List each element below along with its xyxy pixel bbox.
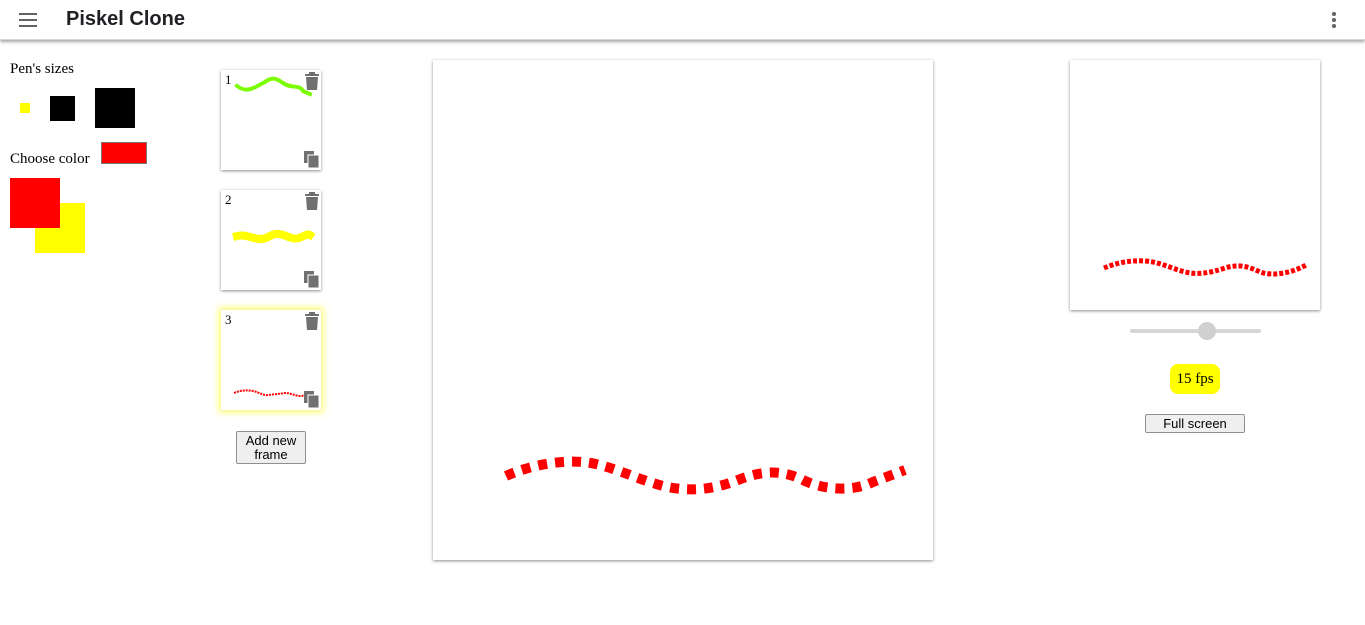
frame-2-drawing [232, 229, 316, 244]
hamburger-menu-icon[interactable] [19, 12, 37, 28]
trash-icon[interactable] [304, 192, 320, 210]
trash-icon[interactable] [304, 72, 320, 90]
frame-thumbnail-3[interactable]: 3 [221, 310, 321, 410]
frame-1-drawing [234, 76, 313, 97]
pen-size-medium[interactable] [50, 96, 75, 121]
frame-number: 2 [225, 192, 232, 207]
frame-number: 3 [225, 312, 232, 327]
animation-preview [1070, 60, 1320, 310]
copy-icon[interactable] [304, 391, 320, 408]
fps-slider-track[interactable] [1130, 329, 1261, 333]
trash-icon[interactable] [304, 312, 320, 330]
color-picker-input[interactable] [101, 142, 147, 164]
app-title: Piskel Clone [66, 8, 185, 30]
copy-icon[interactable] [304, 271, 320, 288]
copy-icon[interactable] [304, 151, 320, 168]
primary-color-swatch[interactable] [10, 178, 60, 228]
pen-size-small[interactable] [20, 103, 30, 113]
preview-drawing [1103, 258, 1308, 277]
canvas-drawing [503, 456, 907, 495]
choose-color-label: Choose color [10, 151, 90, 167]
drawing-canvas[interactable] [433, 60, 933, 560]
frame-3-drawing [233, 389, 308, 398]
app-toolbar: Piskel Clone [0, 0, 1365, 40]
pen-size-large[interactable] [95, 88, 135, 128]
add-new-frame-button[interactable]: Add new frame [236, 431, 306, 464]
frame-number: 1 [225, 72, 232, 87]
fps-badge: 15 fps [1170, 364, 1220, 394]
pen-sizes-label: Pen's sizes [10, 61, 74, 77]
fps-slider-thumb[interactable] [1198, 322, 1216, 340]
more-vert-icon[interactable] [1330, 11, 1338, 29]
full-screen-button[interactable]: Full screen [1145, 414, 1245, 433]
frame-thumbnail-1[interactable]: 1 [221, 70, 321, 170]
frame-thumbnail-2[interactable]: 2 [221, 190, 321, 290]
